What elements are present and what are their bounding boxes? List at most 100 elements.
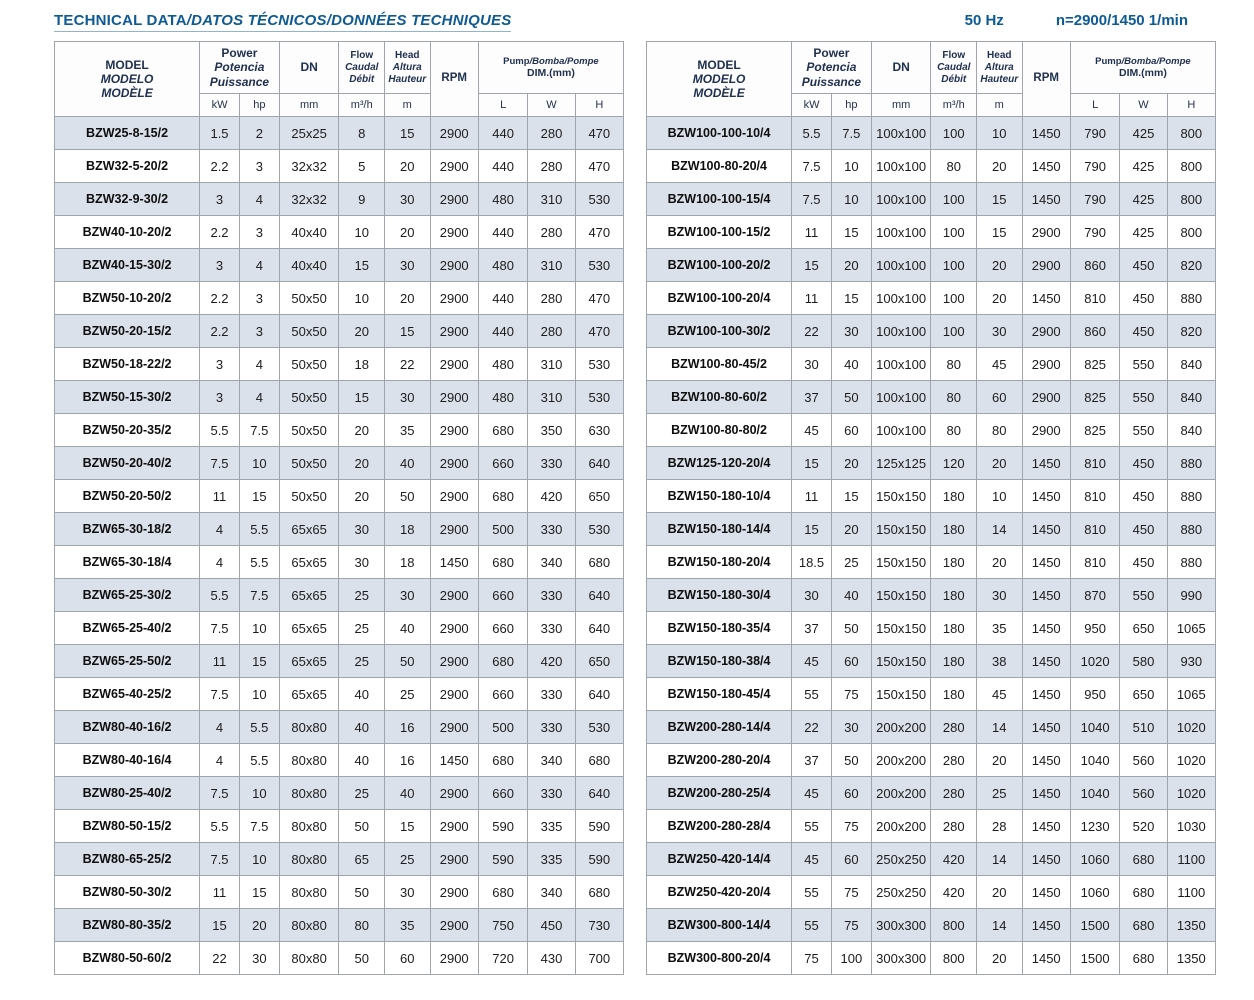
table-row: BZW40-10-20/2 2.2 3 40x40 10 20 2900 440 280 470: [53, 215, 625, 249]
model-cell: BZW100-100-10/4: [645, 116, 793, 150]
value-cell: 480: [477, 380, 529, 414]
value-cell: 280: [930, 710, 977, 744]
value-cell: 14: [976, 710, 1023, 744]
value-cell: 2900: [429, 314, 479, 348]
value-cell: 80x80: [278, 941, 340, 975]
value-cell: 180: [930, 677, 977, 711]
value-cell: 530: [574, 512, 625, 546]
value-cell: 530: [574, 182, 625, 216]
value-cell: 75: [830, 875, 872, 909]
value-cell: 1040: [1069, 710, 1121, 744]
value-cell: 820: [1166, 248, 1217, 282]
value-cell: 100x100: [870, 347, 932, 381]
spec-table-right: MODEL MODELO MODÈLE Power Potencia Puiss…: [645, 41, 1217, 975]
value-cell: 65x65: [278, 677, 340, 711]
table-row: BZW50-15-30/2 3 4 50x50 15 30 2900 480 310 530: [53, 380, 625, 414]
value-cell: 35: [384, 908, 431, 942]
value-cell: 20: [976, 941, 1023, 975]
value-cell: 25: [338, 578, 385, 612]
value-cell: 1350: [1166, 908, 1217, 942]
table-row: BZW25-8-15/2 1.5 2 25x25 8 15 2900 440 280 470: [53, 116, 625, 150]
value-cell: 860: [1069, 314, 1121, 348]
model-cell: BZW100-80-80/2: [645, 413, 793, 447]
value-cell: 1450: [1021, 776, 1071, 810]
model-cell: BZW125-120-20/4: [645, 446, 793, 480]
value-cell: 30: [791, 347, 832, 381]
value-cell: 5.5: [199, 413, 240, 447]
value-cell: 310: [527, 347, 576, 381]
table-row: BZW300-800-20/4 75 100 300x300 800 20 1450 1500…: [645, 941, 1217, 975]
value-cell: 5: [338, 149, 385, 183]
model-cell: BZW100-100-20/2: [645, 248, 793, 282]
table-row: BZW65-40-25/2 7.5 10 65x65 40 25 2900 660 330 640: [53, 677, 625, 711]
value-cell: 680: [574, 743, 625, 777]
table-row: BZW80-50-30/2 11 15 80x80 50 30 2900 680 340 680: [53, 875, 625, 909]
value-cell: 680: [477, 743, 529, 777]
value-cell: 9: [338, 182, 385, 216]
value-cell: 30: [830, 314, 872, 348]
model-cell: BZW150-180-20/4: [645, 545, 793, 579]
model-cell: BZW50-10-20/2: [53, 281, 201, 315]
value-cell: 420: [527, 479, 576, 513]
value-cell: 5.5: [199, 809, 240, 843]
value-cell: 300x300: [870, 908, 932, 942]
table-row: BZW40-15-30/2 3 4 40x40 15 30 2900 480 310 530: [53, 248, 625, 282]
value-cell: 65x65: [278, 578, 340, 612]
table-header: MODEL MODELO MODÈLE Power Potencia Puiss…: [645, 41, 1217, 117]
value-cell: 470: [574, 149, 625, 183]
model-cell: BZW80-50-15/2: [53, 809, 201, 843]
table-row: BZW50-20-15/2 2.2 3 50x50 20 15 2900 440 280 470: [53, 314, 625, 348]
value-cell: 150x150: [870, 644, 932, 678]
value-cell: 530: [574, 347, 625, 381]
value-cell: 2900: [429, 776, 479, 810]
value-cell: 40: [338, 677, 385, 711]
value-cell: 880: [1166, 545, 1217, 579]
value-cell: 10: [238, 776, 280, 810]
value-cell: 60: [830, 644, 872, 678]
model-cell: BZW150-180-14/4: [645, 512, 793, 546]
value-cell: 530: [574, 248, 625, 282]
value-cell: 790: [1069, 116, 1121, 150]
value-cell: 100: [930, 182, 977, 216]
value-cell: 340: [527, 875, 576, 909]
model-cell: BZW100-80-60/2: [645, 380, 793, 414]
value-cell: 11: [199, 875, 240, 909]
value-cell: 950: [1069, 611, 1121, 645]
model-cell: BZW65-40-25/2: [53, 677, 201, 711]
value-cell: 825: [1069, 347, 1121, 381]
value-cell: 680: [1119, 875, 1168, 909]
unit-h: H: [574, 93, 625, 117]
value-cell: 50: [338, 941, 385, 975]
value-cell: 40x40: [278, 248, 340, 282]
value-cell: 30: [338, 512, 385, 546]
value-cell: 15: [238, 479, 280, 513]
model-cell: BZW150-180-30/4: [645, 578, 793, 612]
value-cell: 2900: [429, 116, 479, 150]
value-cell: 15: [830, 479, 872, 513]
value-cell: 1060: [1069, 875, 1121, 909]
table-row: BZW100-80-80/2 45 60 100x100 80 80 2900 825 550 8…: [645, 413, 1217, 447]
value-cell: 50x50: [278, 281, 340, 315]
table-row: BZW150-180-45/4 55 75 150x150 180 45 1450 950 65…: [645, 677, 1217, 711]
value-cell: 55: [791, 677, 832, 711]
value-cell: 40: [384, 446, 431, 480]
value-cell: 5.5: [791, 116, 832, 150]
value-cell: 2900: [429, 809, 479, 843]
value-cell: 680: [1119, 908, 1168, 942]
value-cell: 80x80: [278, 776, 340, 810]
value-cell: 15: [830, 215, 872, 249]
value-cell: 310: [527, 182, 576, 216]
value-cell: 200x200: [870, 743, 932, 777]
value-cell: 200x200: [870, 809, 932, 843]
model-cell: BZW200-280-28/4: [645, 809, 793, 843]
value-cell: 10: [976, 479, 1023, 513]
value-cell: 20: [976, 743, 1023, 777]
value-cell: 20: [830, 248, 872, 282]
value-cell: 2900: [429, 380, 479, 414]
value-cell: 1450: [1021, 479, 1071, 513]
value-cell: 30: [338, 545, 385, 579]
value-cell: 20: [976, 446, 1023, 480]
model-cell: BZW200-280-25/4: [645, 776, 793, 810]
value-cell: 15: [830, 281, 872, 315]
table-row: BZW150-180-35/4 37 50 150x150 180 35 1450 950 65…: [645, 611, 1217, 645]
